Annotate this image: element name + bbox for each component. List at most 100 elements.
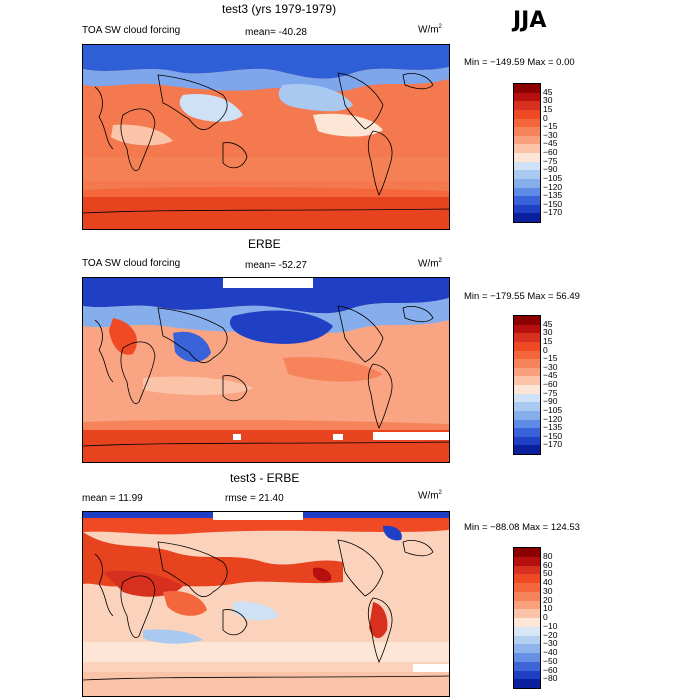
colorbar-swatch	[514, 109, 540, 119]
colorbar-tick-label: −75	[543, 155, 558, 166]
colorbar-swatch	[514, 127, 540, 136]
colorbar-tick-label: −135	[543, 422, 563, 433]
colorbar-swatch	[514, 661, 540, 671]
colorbar-swatch	[514, 574, 540, 583]
colorbar-tick-label: −15	[543, 121, 558, 132]
colorbar-tick-label: −60	[543, 147, 558, 157]
panel2-map	[82, 277, 450, 463]
colorbar-tick-label: 45	[543, 86, 553, 97]
panel1-map	[82, 44, 450, 230]
colorbar-tick-label: 45	[543, 318, 553, 329]
colorbar-tick-label: 0	[543, 112, 548, 123]
colorbar-tick-label: −45	[543, 138, 558, 149]
colorbar-tick-label: −170	[543, 207, 563, 218]
colorbar-tick-label: −45	[543, 370, 558, 381]
colorbar-tick-label: 0	[543, 344, 548, 355]
colorbar-swatch	[514, 670, 540, 680]
colorbar-swatch	[514, 359, 540, 368]
colorbar-swatch	[514, 187, 540, 197]
colorbar-tick-label: −150	[543, 198, 563, 209]
colorbar-tick-label: −30	[543, 638, 558, 649]
colorbar-swatch	[514, 385, 540, 394]
panel1-minmax: Min = −149.59 Max = 0.00	[464, 57, 575, 68]
colorbar-swatch	[514, 402, 540, 411]
panel2-minmax: Min = −179.55 Max = 56.49	[464, 291, 580, 302]
colorbar-tick-label: −80	[543, 673, 558, 684]
panel2-units: W/m2	[418, 258, 442, 270]
colorbar-tick-label: 20	[543, 594, 553, 605]
colorbar-tick-label: −90	[543, 396, 558, 407]
colorbar-swatch	[514, 393, 540, 403]
colorbar-swatch	[514, 591, 540, 601]
colorbar-swatch	[514, 101, 540, 110]
colorbar-swatch	[514, 565, 540, 575]
colorbar-swatch	[514, 213, 540, 222]
colorbar-tick-label: −50	[543, 655, 558, 666]
colorbar-swatch	[514, 118, 540, 128]
panel2-mean: mean= -52.27	[245, 260, 307, 271]
colorbar-swatch	[514, 144, 540, 153]
colorbar-swatch	[514, 556, 540, 566]
colorbar-tick-label: −90	[543, 164, 558, 175]
colorbar-swatch	[514, 653, 540, 662]
colorbar-swatch	[514, 367, 540, 377]
colorbar-tick-label: −30	[543, 361, 558, 372]
colorbar-tick-label: −60	[543, 379, 558, 389]
colorbar-swatch	[514, 92, 540, 102]
colorbar-tick-label: 30	[543, 585, 553, 596]
panel3-rmse: rmse = 21.40	[225, 493, 284, 504]
colorbar-swatch	[514, 316, 540, 325]
panel2-title: ERBE	[248, 237, 281, 251]
colorbar-swatch	[514, 153, 540, 162]
panel3-mean: mean = 11.99	[82, 493, 143, 504]
colorbar-tick-label: −135	[543, 190, 563, 201]
colorbar-tick-label: −30	[543, 129, 558, 140]
colorbar-tick-label: 30	[543, 327, 553, 338]
panel3-title: test3 - ERBE	[230, 471, 300, 485]
colorbar-tick-label: 10	[543, 603, 553, 614]
panel1-units: W/m2	[418, 24, 442, 36]
panel1-mean: mean= -40.28	[245, 27, 307, 38]
colorbar-swatch	[514, 679, 540, 688]
colorbar-swatch	[514, 583, 540, 592]
panel3-minmax: Min = −88.08 Max = 124.53	[464, 522, 580, 533]
colorbar-tick-label: −20	[543, 629, 558, 640]
colorbar-swatch	[514, 178, 540, 188]
colorbar-tick-label: −120	[543, 181, 563, 192]
panel3-units: W/m2	[418, 490, 442, 502]
colorbar-swatch	[514, 644, 540, 653]
panel3-map	[82, 511, 450, 697]
panel3-colorbar	[513, 547, 541, 689]
colorbar-tick-label: −75	[543, 387, 558, 398]
colorbar-tick-label: 15	[543, 335, 553, 346]
colorbar-tick-label: −120	[543, 413, 563, 424]
colorbar-swatch	[514, 135, 540, 145]
colorbar-swatch	[514, 376, 540, 385]
colorbar-swatch	[514, 436, 540, 446]
panel1-colorbar	[513, 83, 541, 223]
colorbar-swatch	[514, 445, 540, 454]
panel2-colorbar	[513, 315, 541, 455]
colorbar-swatch	[514, 626, 540, 636]
colorbar-swatch	[514, 324, 540, 334]
panel1-title: test3 (yrs 1979-1979)	[222, 2, 337, 16]
panel1-variable: TOA SW cloud forcing	[82, 25, 181, 36]
colorbar-swatch	[514, 350, 540, 360]
colorbar-swatch	[514, 84, 540, 93]
panel2-variable: TOA SW cloud forcing	[82, 258, 181, 269]
colorbar-swatch	[514, 600, 540, 610]
season-label: JJA	[513, 8, 547, 33]
colorbar-swatch	[514, 419, 540, 429]
colorbar-tick-label: −170	[543, 439, 563, 450]
colorbar-swatch	[514, 635, 540, 645]
colorbar-swatch	[514, 170, 540, 179]
colorbar-swatch	[514, 341, 540, 351]
colorbar-swatch	[514, 204, 540, 214]
colorbar-swatch	[514, 196, 540, 205]
colorbar-tick-label: 15	[543, 103, 553, 114]
colorbar-tick-label: −15	[543, 353, 558, 364]
colorbar-tick-label: 40	[543, 577, 553, 587]
colorbar-swatch	[514, 609, 540, 618]
colorbar-tick-label: −105	[543, 404, 563, 415]
colorbar-tick-label: −105	[543, 172, 563, 183]
